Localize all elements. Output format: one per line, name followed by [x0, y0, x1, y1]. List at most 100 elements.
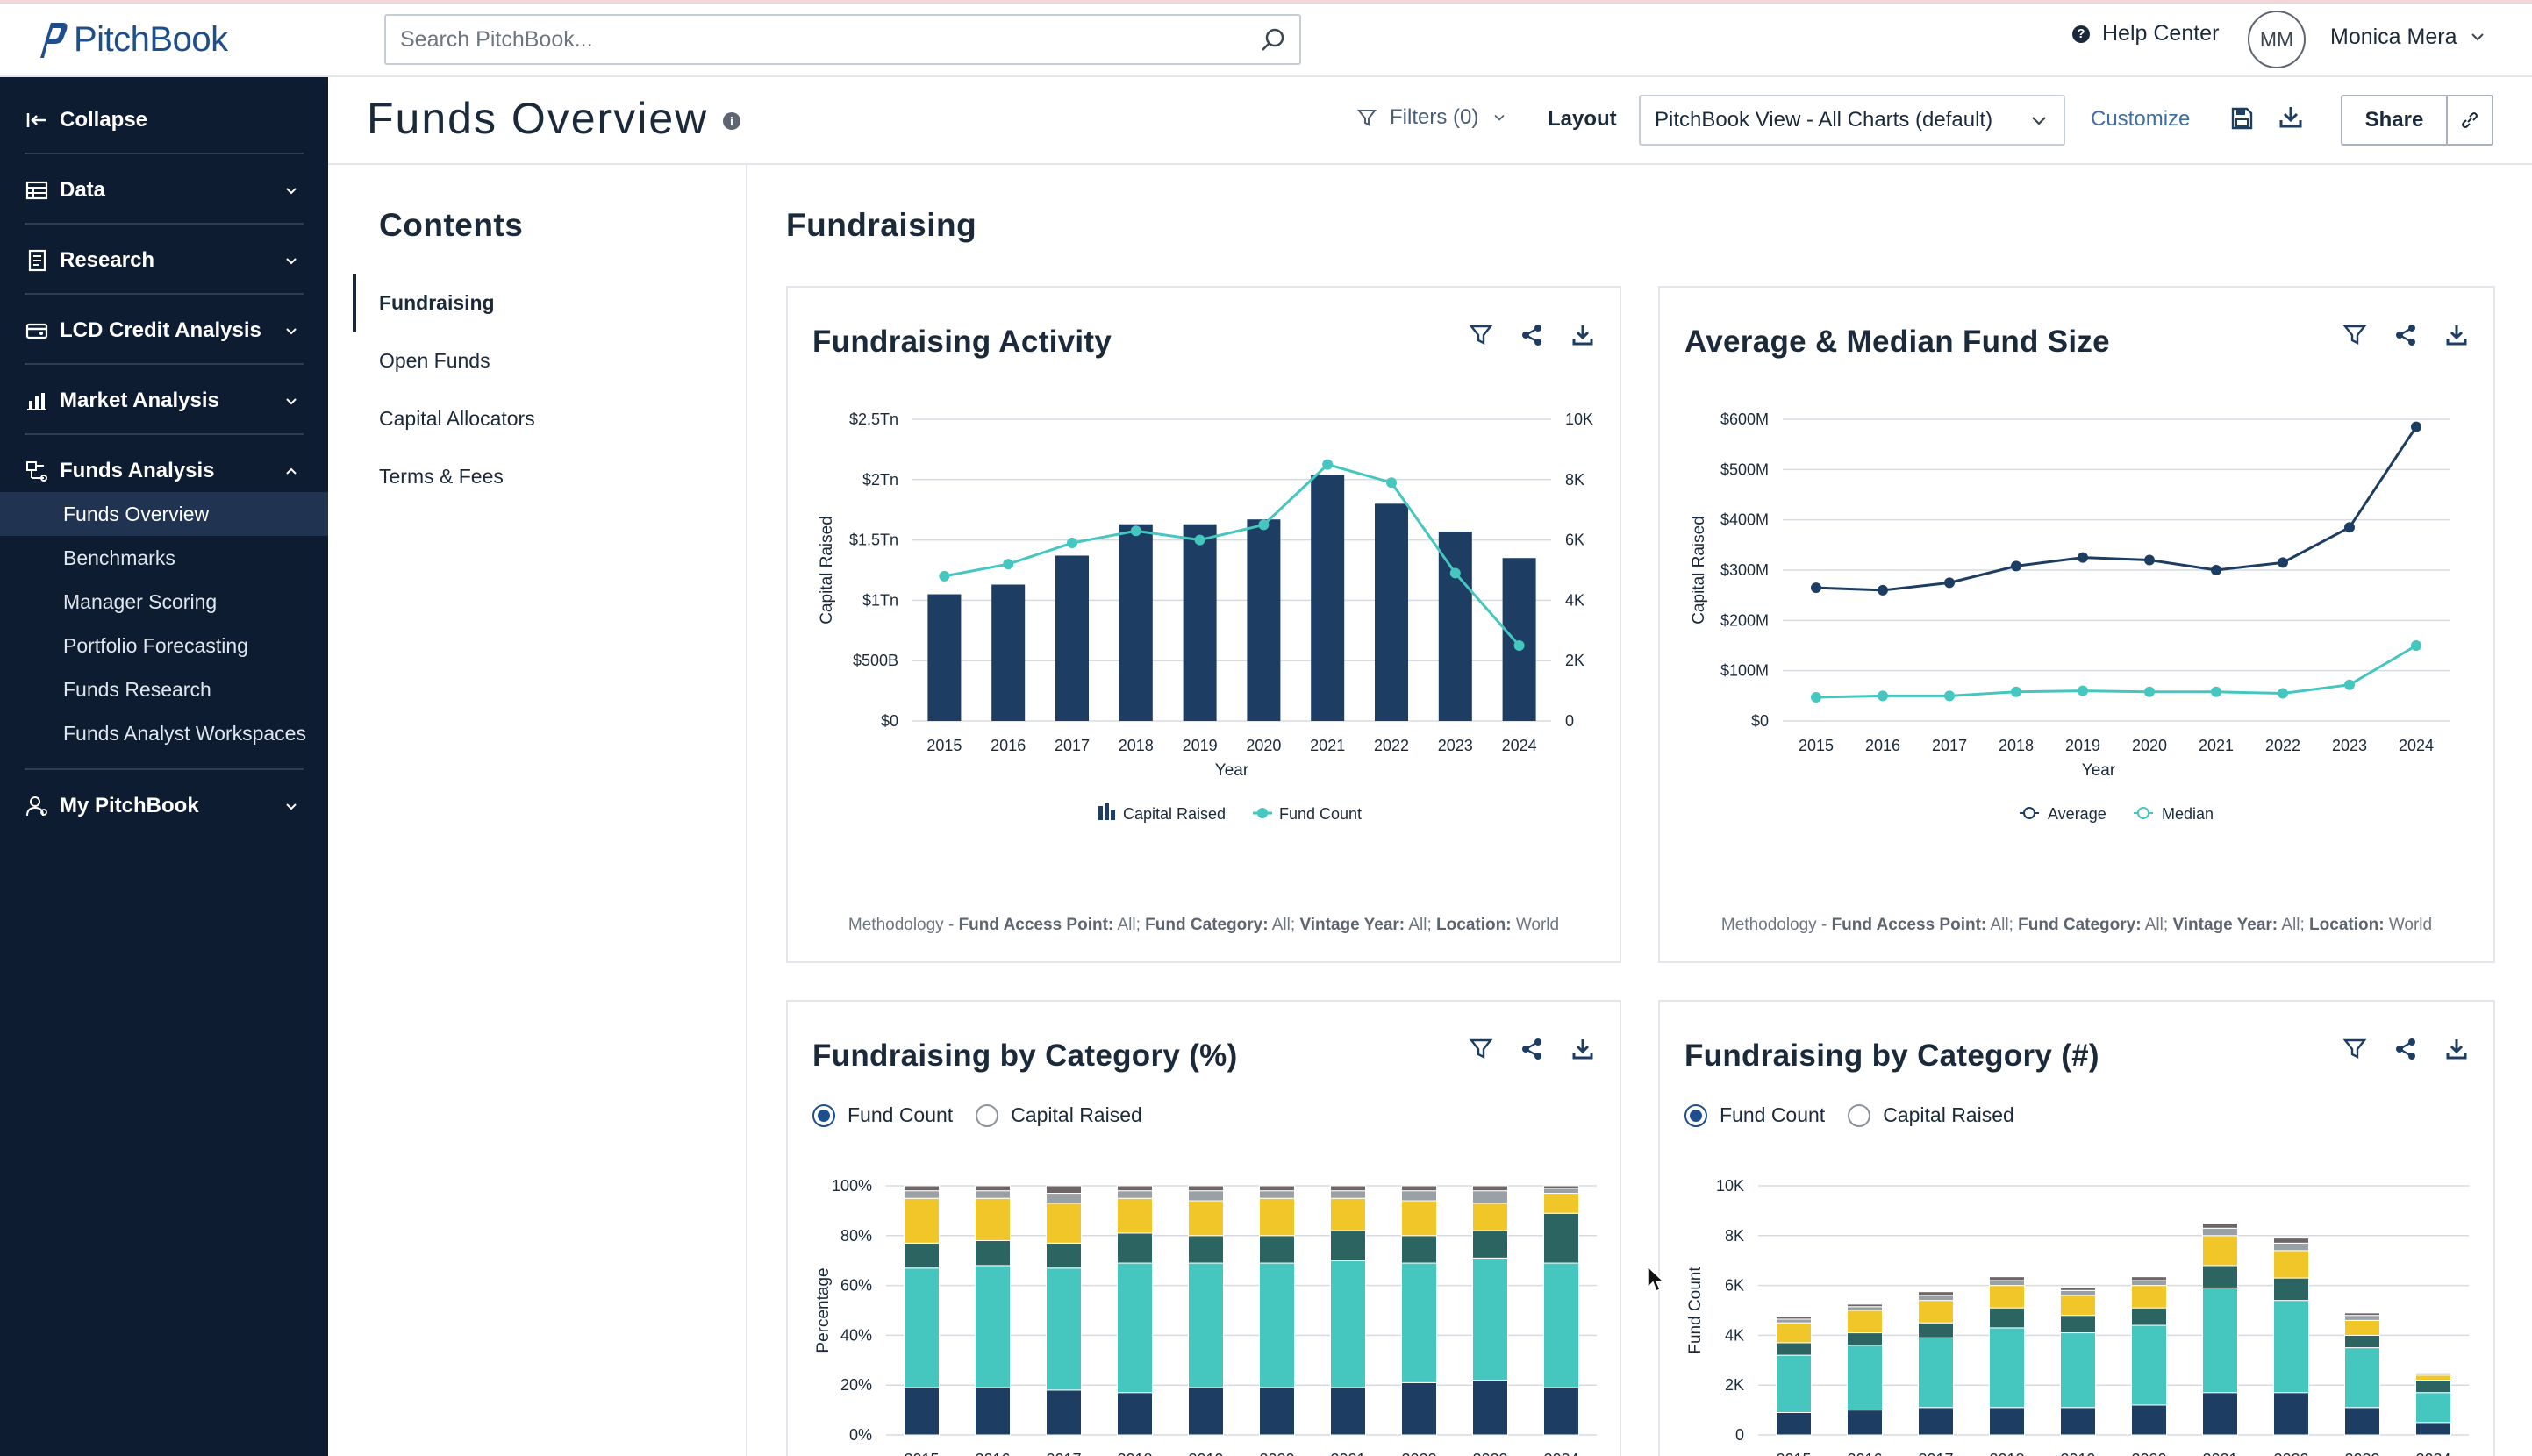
- share-button[interactable]: Share: [2341, 95, 2448, 146]
- methodology-key: Fund Category:: [2018, 916, 2142, 934]
- methodology-value: All;: [1268, 916, 1300, 934]
- bar-segment: [2344, 1334, 2380, 1349]
- top-accent-line: [0, 0, 2532, 4]
- data-point: [2278, 688, 2288, 699]
- capital-raised-radio[interactable]: Capital Raised: [976, 1103, 1142, 1127]
- methodology-key: Fund Access Point:: [1831, 916, 1987, 934]
- customize-link[interactable]: Customize: [2091, 107, 2191, 131]
- sidebar-subitem-label: Benchmarks: [63, 546, 175, 569]
- share-icon[interactable]: [2393, 323, 2418, 347]
- toc-item-fundraising[interactable]: Fundraising: [379, 291, 495, 314]
- search-bar[interactable]: [384, 14, 1301, 65]
- sidebar-subitem-label: Manager Scoring: [63, 589, 218, 613]
- data-point: [2411, 421, 2421, 432]
- help-center-link[interactable]: ? Help Center: [2072, 21, 2219, 46]
- download-icon[interactable]: [2278, 103, 2304, 130]
- bar-segment: [2273, 1392, 2309, 1436]
- toc-item-open-funds[interactable]: Open Funds: [379, 349, 490, 372]
- sidebar-item-my-pitchbook[interactable]: My PitchBook: [0, 773, 328, 839]
- x-tick-label: 2016: [975, 1451, 1010, 1456]
- bar-segment: [2273, 1300, 2309, 1394]
- filter-icon[interactable]: [1469, 323, 1493, 347]
- search-input[interactable]: [386, 16, 1228, 63]
- bar-segment: [1776, 1322, 1812, 1344]
- sidebar-item-market-analysis[interactable]: Market Analysis: [0, 368, 328, 434]
- x-tick-label: 2020: [1259, 1451, 1294, 1456]
- document-icon: [28, 249, 46, 272]
- sidebar-subitem-benchmarks[interactable]: Benchmarks: [0, 536, 328, 580]
- sidebar-subitem-funds-analyst-workspaces[interactable]: Funds Analyst Workspaces: [0, 711, 328, 755]
- data-point: [1944, 690, 1955, 702]
- filters-button[interactable]: Filters (0): [1356, 105, 1508, 130]
- bar-segment: [1401, 1262, 1437, 1383]
- y-tick-label: 80%: [840, 1227, 872, 1245]
- sidebar-item-research[interactable]: Research: [0, 227, 328, 294]
- fundraising-activity-chart: $0 $500B $1Tn $1.5Tn $2Tn $2.5Tn 0 2K 4K 6K 8K 10K C…: [818, 410, 1593, 823]
- layout-select[interactable]: PitchBook View - All Charts (default): [1639, 95, 2065, 146]
- download-icon[interactable]: [1570, 1037, 1595, 1061]
- filter-icon[interactable]: [2342, 323, 2367, 347]
- y-tick-label: $300M: [1720, 561, 1769, 579]
- sidebar-subitem-manager-scoring[interactable]: Manager Scoring: [0, 580, 328, 624]
- y2-tick-label: 0: [1565, 712, 1574, 730]
- info-icon[interactable]: i: [723, 112, 740, 130]
- bar-segment: [1117, 1185, 1153, 1192]
- x-axis-label: Year: [1215, 761, 1249, 780]
- fund-count-radio[interactable]: Fund Count: [812, 1103, 953, 1127]
- chart-actions: [2342, 1037, 2469, 1061]
- sidebar-collapse[interactable]: Collapse: [0, 87, 328, 153]
- data-point: [2344, 522, 2355, 533]
- download-icon[interactable]: [1570, 323, 1595, 347]
- chart-actions: [1469, 1037, 1595, 1061]
- bar-segment: [2202, 1392, 2238, 1436]
- search-icon[interactable]: [1259, 26, 1287, 54]
- share-icon[interactable]: [1520, 323, 1544, 347]
- avatar[interactable]: MM: [2248, 11, 2306, 68]
- bar-segment: [1918, 1407, 1954, 1436]
- bar-segment: [1046, 1242, 1082, 1269]
- x-tick-label: 2024: [1543, 1451, 1578, 1456]
- methodology-prefix: Methodology -: [848, 916, 959, 934]
- logo-text: PitchBook: [74, 19, 228, 59]
- filter-icon[interactable]: [1469, 1037, 1493, 1061]
- link-icon: [2462, 112, 2478, 128]
- chevron-down-icon: [286, 328, 297, 335]
- toc-item-capital-allocators[interactable]: Capital Allocators: [379, 407, 535, 430]
- bar-segment: [2131, 1324, 2167, 1406]
- download-icon[interactable]: [2444, 323, 2469, 347]
- sidebar-item-funds-analysis[interactable]: Funds Analysis: [0, 438, 328, 504]
- legend-marker: [2023, 807, 2035, 819]
- share-icon[interactable]: [1520, 1037, 1544, 1061]
- download-icon[interactable]: [2444, 1037, 2469, 1061]
- toc-item-terms-fees[interactable]: Terms & Fees: [379, 465, 504, 488]
- bar-segment: [1776, 1318, 1812, 1324]
- bar-segment: [1543, 1262, 1579, 1388]
- sidebar-item-lcd-credit-analysis[interactable]: LCD Credit Analysis: [0, 297, 328, 364]
- save-icon[interactable]: [2228, 105, 2255, 132]
- legend-label: Average: [2048, 805, 2106, 823]
- y-tick-label: $1.5Tn: [849, 532, 898, 549]
- bar-segment: [1472, 1380, 1508, 1436]
- sidebar-item-label: LCD Credit Analysis: [60, 318, 261, 342]
- data-point: [1811, 582, 1821, 594]
- sidebar-item-data[interactable]: Data: [0, 157, 328, 224]
- fund-count-radio[interactable]: Fund Count: [1684, 1103, 1825, 1127]
- user-name[interactable]: Monica Mera: [2330, 25, 2457, 49]
- sidebar-subitem-funds-research[interactable]: Funds Research: [0, 667, 328, 711]
- radio-dot: [1684, 1103, 1707, 1127]
- share-icon[interactable]: [2393, 1037, 2418, 1061]
- bar-segment: [2415, 1422, 2451, 1436]
- data-point: [1322, 459, 1334, 470]
- capital-raised-radio[interactable]: Capital Raised: [1848, 1103, 2014, 1127]
- bar-segment: [1847, 1345, 1883, 1411]
- data-point: [1513, 640, 1525, 651]
- pitchbook-logo[interactable]: PitchBook: [33, 16, 228, 63]
- bar-segment: [1543, 1193, 1579, 1214]
- filter-icon[interactable]: [2342, 1037, 2367, 1061]
- chevron-down-icon[interactable]: [2467, 26, 2488, 47]
- sidebar-subitem-portfolio-forecasting[interactable]: Portfolio Forecasting: [0, 624, 328, 667]
- sidebar-subitem-funds-overview[interactable]: Funds Overview: [0, 492, 328, 536]
- copy-link-button[interactable]: [2446, 95, 2493, 146]
- radio-label: Capital Raised: [1011, 1103, 1142, 1126]
- layout-select-value: PitchBook View - All Charts (default): [1655, 108, 1993, 132]
